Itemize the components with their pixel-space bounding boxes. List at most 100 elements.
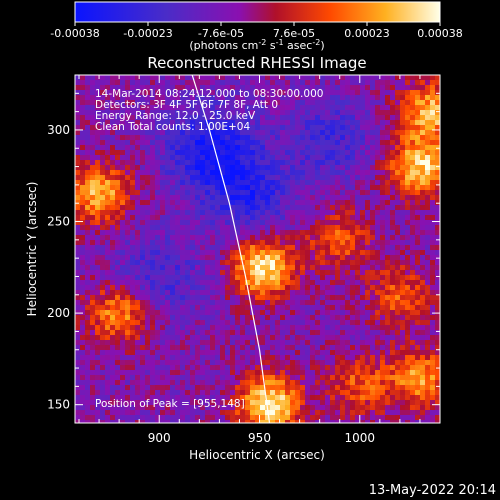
heatmap-cell <box>190 405 196 411</box>
heatmap-cell <box>270 305 276 311</box>
heatmap-cell <box>360 175 366 181</box>
heatmap-cell <box>330 310 336 316</box>
heatmap-cell <box>85 240 91 246</box>
heatmap-cell <box>235 355 241 361</box>
heatmap-cell <box>85 345 91 351</box>
heatmap-cell <box>155 295 161 301</box>
heatmap-cell <box>90 305 96 311</box>
heatmap-cell <box>295 270 301 276</box>
heatmap-cell <box>170 90 176 96</box>
heatmap-cell <box>300 110 306 116</box>
heatmap-cell <box>165 410 171 416</box>
heatmap-cell <box>185 75 191 81</box>
heatmap-cell <box>190 220 196 226</box>
heatmap-cell <box>195 350 201 356</box>
heatmap-cell <box>270 345 276 351</box>
heatmap-cell <box>245 295 251 301</box>
heatmap-cell <box>125 110 131 116</box>
heatmap-cell <box>300 205 306 211</box>
heatmap-cell <box>275 150 281 156</box>
heatmap-cell <box>335 380 341 386</box>
heatmap-cell <box>245 190 251 196</box>
heatmap-cell <box>225 205 231 211</box>
heatmap-cell <box>355 275 361 281</box>
heatmap-cell <box>200 300 206 306</box>
heatmap-cell <box>390 340 396 346</box>
heatmap-cell <box>360 250 366 256</box>
heatmap-cell <box>165 210 171 216</box>
heatmap-cell <box>315 380 321 386</box>
heatmap-cell <box>395 95 401 101</box>
heatmap-cell <box>385 355 391 361</box>
heatmap-cell <box>240 330 246 336</box>
heatmap-cell <box>175 280 181 286</box>
heatmap-cell <box>175 190 181 196</box>
heatmap-cell <box>285 135 291 141</box>
heatmap-cell <box>150 255 156 261</box>
heatmap-cell <box>320 275 326 281</box>
heatmap-cell <box>230 295 236 301</box>
heatmap-cell <box>335 250 341 256</box>
heatmap-cell <box>130 330 136 336</box>
heatmap-cell <box>355 105 361 111</box>
heatmap-cell <box>390 250 396 256</box>
heatmap-cell <box>390 170 396 176</box>
heatmap-cell <box>210 255 216 261</box>
heatmap-cell <box>250 120 256 126</box>
heatmap-cell <box>100 150 106 156</box>
heatmap-cell <box>345 290 351 296</box>
heatmap-cell <box>295 235 301 241</box>
heatmap-cell <box>350 130 356 136</box>
heatmap-cell <box>105 265 111 271</box>
heatmap-cell <box>75 335 81 341</box>
heatmap-cell <box>370 200 376 206</box>
heatmap-cell <box>115 130 121 136</box>
heatmap-cell <box>315 155 321 161</box>
heatmap-cell <box>85 330 91 336</box>
heatmap-cell <box>350 355 356 361</box>
heatmap-cell <box>430 210 436 216</box>
heatmap-cell <box>100 255 106 261</box>
heatmap-cell <box>410 120 416 126</box>
heatmap-cell <box>140 415 146 421</box>
heatmap-cell <box>180 310 186 316</box>
heatmap-cell <box>155 210 161 216</box>
heatmap-cell <box>115 175 121 181</box>
heatmap-cell <box>420 215 426 221</box>
heatmap-cell <box>335 395 341 401</box>
heatmap-cell <box>265 130 271 136</box>
heatmap-cell <box>375 200 381 206</box>
heatmap-cell <box>280 115 286 121</box>
heatmap-cell <box>245 90 251 96</box>
heatmap-cell <box>370 400 376 406</box>
heatmap-cell <box>235 160 241 166</box>
heatmap-cell <box>405 175 411 181</box>
heatmap-cell <box>375 365 381 371</box>
heatmap-cell <box>355 260 361 266</box>
heatmap-cell <box>320 365 326 371</box>
heatmap-cell <box>365 335 371 341</box>
heatmap-cell <box>305 245 311 251</box>
heatmap-cell <box>295 320 301 326</box>
heatmap-cell <box>240 110 246 116</box>
heatmap-cell <box>430 325 436 331</box>
heatmap-cell <box>330 130 336 136</box>
heatmap-cell <box>235 105 241 111</box>
heatmap-cell <box>195 195 201 201</box>
heatmap-cell <box>125 225 131 231</box>
heatmap-cell <box>295 110 301 116</box>
heatmap-cell <box>375 300 381 306</box>
heatmap-cell <box>225 80 231 86</box>
heatmap-cell <box>340 240 346 246</box>
heatmap-cell <box>180 220 186 226</box>
heatmap-cell <box>315 150 321 156</box>
heatmap-cell <box>155 245 161 251</box>
heatmap-cell <box>85 315 91 321</box>
heatmap-cell <box>370 225 376 231</box>
heatmap-cell <box>95 255 101 261</box>
heatmap-cell <box>90 380 96 386</box>
heatmap-cell <box>85 160 91 166</box>
heatmap-cell <box>335 150 341 156</box>
heatmap-cell <box>275 80 281 86</box>
